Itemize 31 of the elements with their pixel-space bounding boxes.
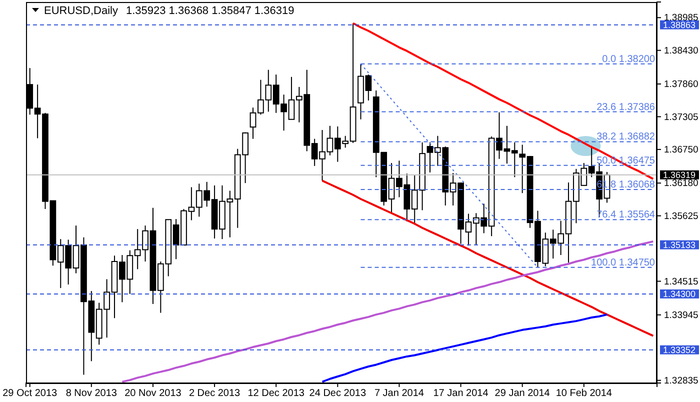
y-tick-label: 1.32835 [664, 375, 698, 386]
x-tick-label: 12 Dec 2013 [248, 388, 305, 400]
x-tick-label: 8 Nov 2013 [66, 388, 118, 400]
chart-subtitle: 1.35923 1.36368 1.35847 1.36319 [126, 5, 294, 17]
y-tick-label: 1.36750 [664, 144, 698, 156]
y-tick-label: 1.33945 [664, 310, 698, 321]
x-tick-label: 2 Dec 2013 [188, 388, 241, 400]
annotation: 0.0 1.38200 [602, 54, 656, 65]
x-tick-label: 10 Feb 2014 [556, 388, 612, 400]
y-tick-label: 1.36180 [664, 178, 698, 190]
x-tick-label: 24 Dec 2013 [309, 388, 366, 400]
annotation: 50.0 1.36475 [596, 156, 656, 167]
x-tick-label: 29 Jan 2014 [494, 388, 550, 400]
y-tick-label: 1.34515 [664, 276, 698, 288]
ref-line-label: 1.34300 [663, 289, 696, 300]
ref-line-label: 1.35133 [663, 240, 696, 250]
y-tick-label: 1.38430 [664, 45, 698, 56]
x-tick-label: 20 Nov 2013 [124, 388, 182, 400]
y-tick-label: 1.35625 [664, 210, 698, 222]
x-tick-label: 17 Jan 2014 [433, 388, 489, 400]
annotation: 38.2 1.36882 [596, 132, 656, 143]
chart-title: EURUSD,Daily [44, 5, 118, 17]
ref-line-label: 1.38863 [663, 20, 696, 30]
x-tick-label: 7 Jan 2014 [374, 388, 424, 400]
annotation: 23.6 1.37386 [596, 102, 656, 113]
annotation: 100.0 1.34750 [591, 257, 656, 268]
ref-line-label: 1.36319 [663, 170, 696, 180]
y-tick-label: 1.37860 [664, 79, 698, 90]
y-tick-label: 1.37305 [664, 112, 698, 123]
x-tick-label: 29 Oct 2013 [2, 388, 58, 400]
ref-line-label: 1.33352 [663, 345, 696, 356]
